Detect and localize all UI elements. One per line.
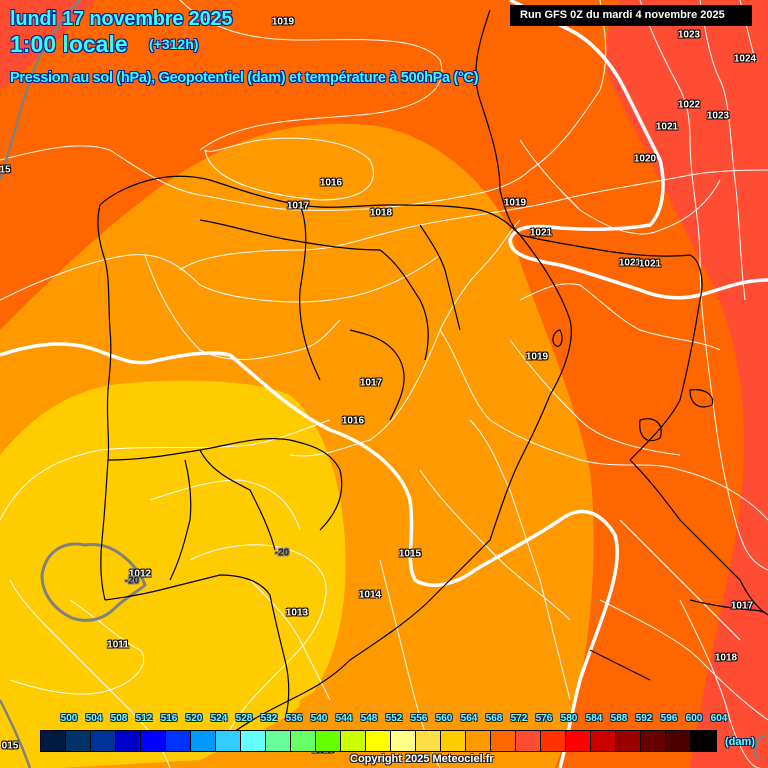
- legend-value: 500: [60, 713, 78, 724]
- legend-swatch: [666, 731, 691, 751]
- legend-value: 604: [710, 713, 728, 724]
- legend-swatch: [541, 731, 566, 751]
- legend-swatch: [241, 731, 266, 751]
- legend-swatch: [466, 731, 491, 751]
- pressure-label: 1017: [730, 600, 754, 612]
- pressure-label: 1018: [714, 652, 738, 664]
- legend-value: 564: [460, 713, 478, 724]
- legend-swatch: [441, 731, 466, 751]
- legend-value: 516: [160, 713, 178, 724]
- legend-value: 552: [385, 713, 403, 724]
- forecast-date: lundi 17 novembre 2025: [10, 8, 233, 30]
- legend-color-bar: [40, 730, 717, 752]
- legend-value: 596: [660, 713, 678, 724]
- pressure-label: 1023: [677, 29, 701, 41]
- legend-value: 576: [535, 713, 553, 724]
- legend-value: 520: [185, 713, 203, 724]
- pressure-label: 1015: [398, 548, 422, 560]
- map-subtitle: Pression au sol (hPa), Geopotentiel (dam…: [10, 70, 479, 86]
- legend-value: 540: [310, 713, 328, 724]
- legend-swatch: [66, 731, 91, 751]
- pressure-label: 1013: [285, 607, 309, 619]
- pressure-label: 1014: [358, 589, 382, 601]
- pressure-label: 1016: [341, 415, 365, 427]
- pressure-label: 1020: [633, 153, 657, 165]
- pressure-label: 1017: [286, 200, 310, 212]
- pressure-label: 1017: [359, 377, 383, 389]
- legend-swatch: [491, 731, 516, 751]
- pressure-label: 1024: [733, 53, 757, 65]
- pressure-label: 1019: [271, 16, 295, 28]
- pressure-label: 1023: [706, 110, 730, 122]
- pressure-label: 015: [1, 740, 19, 752]
- legend-value: 556: [410, 713, 428, 724]
- pressure-label: 1021: [618, 257, 642, 269]
- legend-swatch: [291, 731, 316, 751]
- temperature-label: -20: [124, 575, 140, 587]
- legend-value: 512: [135, 713, 153, 724]
- legend-swatch: [191, 731, 216, 751]
- legend-swatch: [166, 731, 191, 751]
- forecast-lead-time: (+312h): [149, 36, 199, 52]
- pressure-label: 1019: [503, 197, 527, 209]
- legend-swatch: [566, 731, 591, 751]
- legend-swatch: [41, 731, 66, 751]
- pressure-label: 1012: [128, 568, 152, 580]
- legend-swatch: [641, 731, 666, 751]
- legend-value: 524: [210, 713, 228, 724]
- legend-swatch: [391, 731, 416, 751]
- legend-value: 548: [360, 713, 378, 724]
- pressure-label: 1021: [529, 227, 553, 239]
- forecast-time: 1:00 locale: [10, 31, 128, 57]
- copyright: Copyright 2025 Meteociel.fr: [350, 753, 494, 765]
- pressure-label: 15: [0, 164, 11, 176]
- pressure-label: 1022: [677, 99, 701, 111]
- legend-value: 584: [585, 713, 603, 724]
- legend-value: 588: [610, 713, 628, 724]
- legend-value: 560: [435, 713, 453, 724]
- legend-value: 572: [510, 713, 528, 724]
- legend-swatch: [266, 731, 291, 751]
- legend-swatch: [91, 731, 116, 751]
- legend-swatch: [216, 731, 241, 751]
- legend-value: 592: [635, 713, 653, 724]
- legend-value: 568: [485, 713, 503, 724]
- legend-swatch: [316, 731, 341, 751]
- geopotential-band-572: [605, 0, 768, 768]
- pressure-label: 1018: [369, 207, 393, 219]
- model-run-info: Run GFS 0Z du mardi 4 novembre 2025: [510, 5, 752, 26]
- temperature-label: -20: [274, 547, 290, 559]
- legend-swatch: [516, 731, 541, 751]
- pressure-label: 1019: [525, 351, 549, 363]
- legend-value: 544: [335, 713, 353, 724]
- legend-swatch: [341, 731, 366, 751]
- legend-values: 500 504 508 512 516 520 524 528 532 536 540 544 548 5…: [0, 713, 768, 727]
- legend-swatch: [591, 731, 616, 751]
- legend-swatch: [116, 731, 141, 751]
- pressure-label: 1016: [319, 177, 343, 189]
- legend-value: 532: [260, 713, 278, 724]
- pressure-label: 1011: [107, 639, 129, 651]
- legend-value: 536: [285, 713, 303, 724]
- country-borders: [97, 9, 768, 736]
- legend-swatch: [366, 731, 391, 751]
- legend-swatch: [616, 731, 641, 751]
- legend-value: 600: [685, 713, 703, 724]
- legend-swatch: [141, 731, 166, 751]
- geopotential-band-572-nw: [0, 0, 95, 90]
- pressure-label: 1021: [655, 121, 679, 133]
- legend-value: 528: [235, 713, 253, 724]
- legend-unit: (dam): [725, 736, 755, 748]
- legend-value: 580: [560, 713, 578, 724]
- pressure-label: 1021: [638, 258, 662, 270]
- legend-value: 508: [110, 713, 128, 724]
- legend-swatch: [416, 731, 441, 751]
- legend-swatch: [691, 731, 716, 751]
- legend-value: 504: [85, 713, 103, 724]
